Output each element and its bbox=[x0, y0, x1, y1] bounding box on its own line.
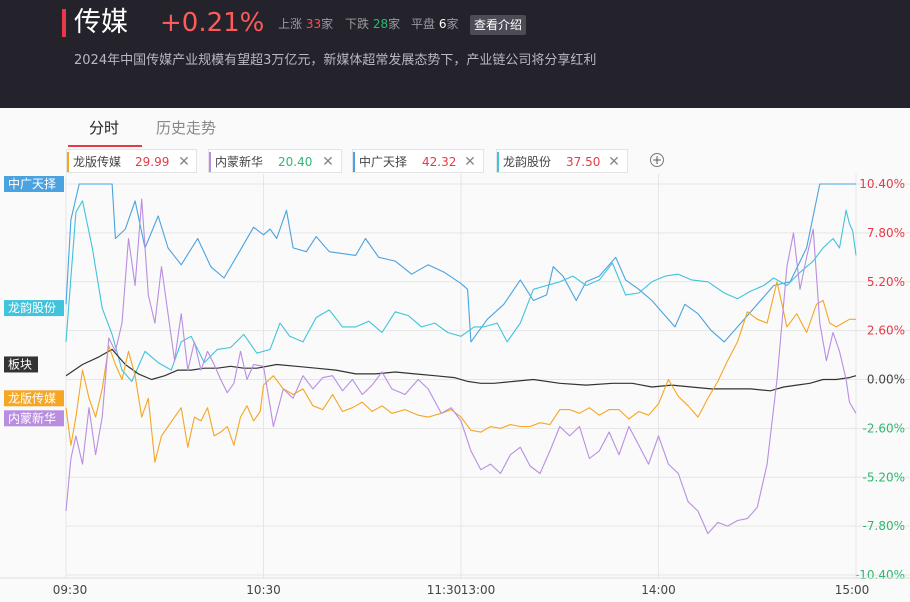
x-tick-label: 13:00 bbox=[461, 583, 496, 597]
flat-label: 平盘 bbox=[411, 17, 436, 31]
up-count: 33 bbox=[305, 17, 322, 31]
chip-color-bar bbox=[209, 152, 211, 172]
y-tick-label: 5.20% bbox=[867, 275, 905, 289]
series-label: 板块 bbox=[8, 357, 32, 371]
series-label: 中广天择 bbox=[8, 176, 56, 191]
chip-color-bar bbox=[497, 152, 499, 172]
y-tick-label: 7.80% bbox=[867, 226, 905, 240]
chip-stock-price: 29.99 bbox=[135, 155, 170, 169]
close-x-icon[interactable]: ✕ bbox=[464, 154, 476, 170]
chip-stock-price: 20.40 bbox=[278, 155, 313, 169]
down-label: 下跌 bbox=[345, 17, 370, 31]
view-intro-button[interactable]: 查看介绍 bbox=[470, 15, 527, 35]
flat-unit: 家 bbox=[446, 17, 459, 31]
y-tick-label: 10.40% bbox=[859, 177, 905, 191]
x-tick-label: 11:30 bbox=[427, 583, 462, 597]
chip-color-bar bbox=[353, 152, 355, 172]
series-label: 龙韵股份 bbox=[8, 300, 56, 315]
y-tick-label: -5.20% bbox=[863, 470, 905, 484]
down-count: 28 bbox=[372, 17, 389, 31]
chip-stock-name: 龙版传媒 bbox=[73, 155, 122, 169]
x-tick-label: 14:00 bbox=[641, 583, 676, 597]
sector-header: 传媒 +0.21% 上涨 33家 下跌 28家 平盘 6家 查看介绍 2024年… bbox=[0, 0, 910, 108]
chip-stock-name: 中广天择 bbox=[359, 155, 408, 169]
down-unit: 家 bbox=[388, 17, 401, 31]
series-label-box bbox=[4, 300, 64, 317]
stock-chip-neimeng[interactable]: 内蒙新华 20.40 ✕ bbox=[208, 149, 342, 173]
series-label: 龙版传媒 bbox=[8, 390, 56, 405]
sector-change-percent: +0.21% bbox=[160, 8, 265, 38]
y-tick-label: 2.60% bbox=[867, 324, 905, 338]
flat-count-stat: 平盘 6家 bbox=[411, 16, 459, 32]
chip-stock-price: 42.32 bbox=[422, 155, 457, 169]
series-label-box bbox=[4, 390, 64, 407]
tab-history[interactable]: 历史走势 bbox=[156, 119, 217, 137]
chip-stock-name: 龙韵股份 bbox=[503, 155, 552, 169]
x-tick-label: 10:30 bbox=[246, 583, 281, 597]
up-count-stat: 上涨 33家 bbox=[278, 16, 333, 32]
flat-count: 6 bbox=[438, 17, 447, 31]
chip-stock-name: 内蒙新华 bbox=[215, 155, 264, 169]
sector-description: 2024年中国传媒产业规模有望超3万亿元，新媒体超常发展态势下，产业链公司将分享… bbox=[74, 53, 597, 68]
series-line bbox=[65, 348, 857, 392]
up-unit: 家 bbox=[321, 17, 334, 31]
title-accent-bar bbox=[62, 9, 66, 37]
stock-chip-longban[interactable]: 龙版传媒 29.99 ✕ bbox=[66, 149, 197, 173]
down-count-stat: 下跌 28家 bbox=[345, 16, 400, 32]
y-tick-label: -10.40% bbox=[855, 568, 905, 582]
close-x-icon[interactable]: ✕ bbox=[608, 154, 620, 170]
up-label: 上涨 bbox=[278, 17, 303, 31]
close-x-icon[interactable]: ✕ bbox=[322, 154, 334, 170]
sector-title: 传媒 bbox=[74, 7, 128, 38]
y-tick-label: 0.00% bbox=[867, 373, 905, 387]
chart-tabs: 分时 历史走势 bbox=[0, 108, 910, 146]
close-x-icon[interactable]: ✕ bbox=[178, 154, 190, 170]
series-line bbox=[65, 183, 856, 343]
series-label-box bbox=[4, 176, 64, 192]
tab-intraday[interactable]: 分时 bbox=[89, 119, 120, 137]
series-label: 内蒙新华 bbox=[8, 410, 56, 425]
stock-chip-zhongguang[interactable]: 中广天择 42.32 ✕ bbox=[352, 149, 484, 173]
series-label-box bbox=[4, 410, 64, 427]
series-line bbox=[65, 281, 856, 463]
chip-stock-price: 37.50 bbox=[566, 155, 601, 169]
chip-color-bar bbox=[67, 152, 69, 172]
stock-chip-longyun[interactable]: 龙韵股份 37.50 ✕ bbox=[496, 149, 628, 173]
x-tick-label: 09:30 bbox=[53, 583, 88, 597]
series-label-box bbox=[4, 356, 38, 373]
y-tick-label: -7.80% bbox=[863, 519, 905, 533]
y-tick-label: -2.60% bbox=[863, 421, 905, 435]
series-line bbox=[65, 200, 857, 382]
x-tick-label: 15:00 bbox=[835, 583, 870, 597]
active-tab-underline bbox=[68, 145, 142, 147]
plus-circle-icon[interactable]: + bbox=[650, 153, 664, 167]
series-line bbox=[65, 198, 857, 535]
